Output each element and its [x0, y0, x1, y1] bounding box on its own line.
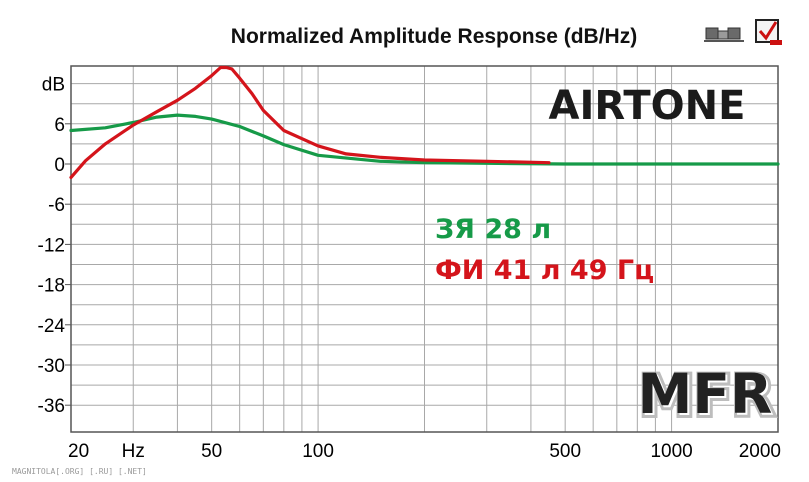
mfr-stamp: MFR — [640, 364, 775, 428]
y-tick-label: -6 — [48, 195, 65, 216]
x-tick-label: 100 — [302, 441, 334, 462]
y-tick-label: 6 — [54, 115, 65, 136]
y-tick-label: -30 — [38, 356, 65, 377]
x-tick-label: 1000 — [650, 441, 692, 462]
x-tick-label: 500 — [549, 441, 581, 462]
x-tick-label: 50 — [201, 441, 222, 462]
toolbar-check-icon[interactable] — [755, 19, 782, 45]
toolbar-view-icon[interactable] — [704, 27, 744, 42]
brand-label: AIRTONE — [549, 83, 746, 129]
plot-area: dB 6 0 -6 -12 -18 -24 -30 -36 20 Hz 50 100 500 1000 200… — [38, 65, 781, 462]
y-axis-label: dB — [42, 75, 65, 96]
x-tick-label: 20 — [68, 441, 89, 462]
y-tick-label: -36 — [38, 396, 65, 417]
chart-title: Normalized Amplitude Response (dB/Hz) — [231, 25, 637, 48]
enclosure-note-ported: ФИ 41 л 49 Гц — [435, 255, 654, 286]
x-tick-label: Hz — [122, 441, 145, 462]
y-tick-label: -18 — [38, 276, 65, 297]
y-tick-label: -24 — [38, 316, 66, 337]
plot-frame — [70, 65, 779, 433]
series-line-2 — [69, 65, 551, 179]
enclosure-note-closed: ЗЯ 28 л — [435, 214, 551, 245]
y-tick-label: -12 — [38, 235, 65, 256]
mfr-stamp-shadow: MFR — [638, 362, 773, 426]
y-tick-label: 0 — [54, 155, 65, 176]
x-tick-label: 2000 — [739, 441, 781, 462]
series-line-1 — [69, 113, 780, 166]
watermark: MAGNITOLA[.ORG] [.RU] [.NET] — [12, 467, 147, 476]
